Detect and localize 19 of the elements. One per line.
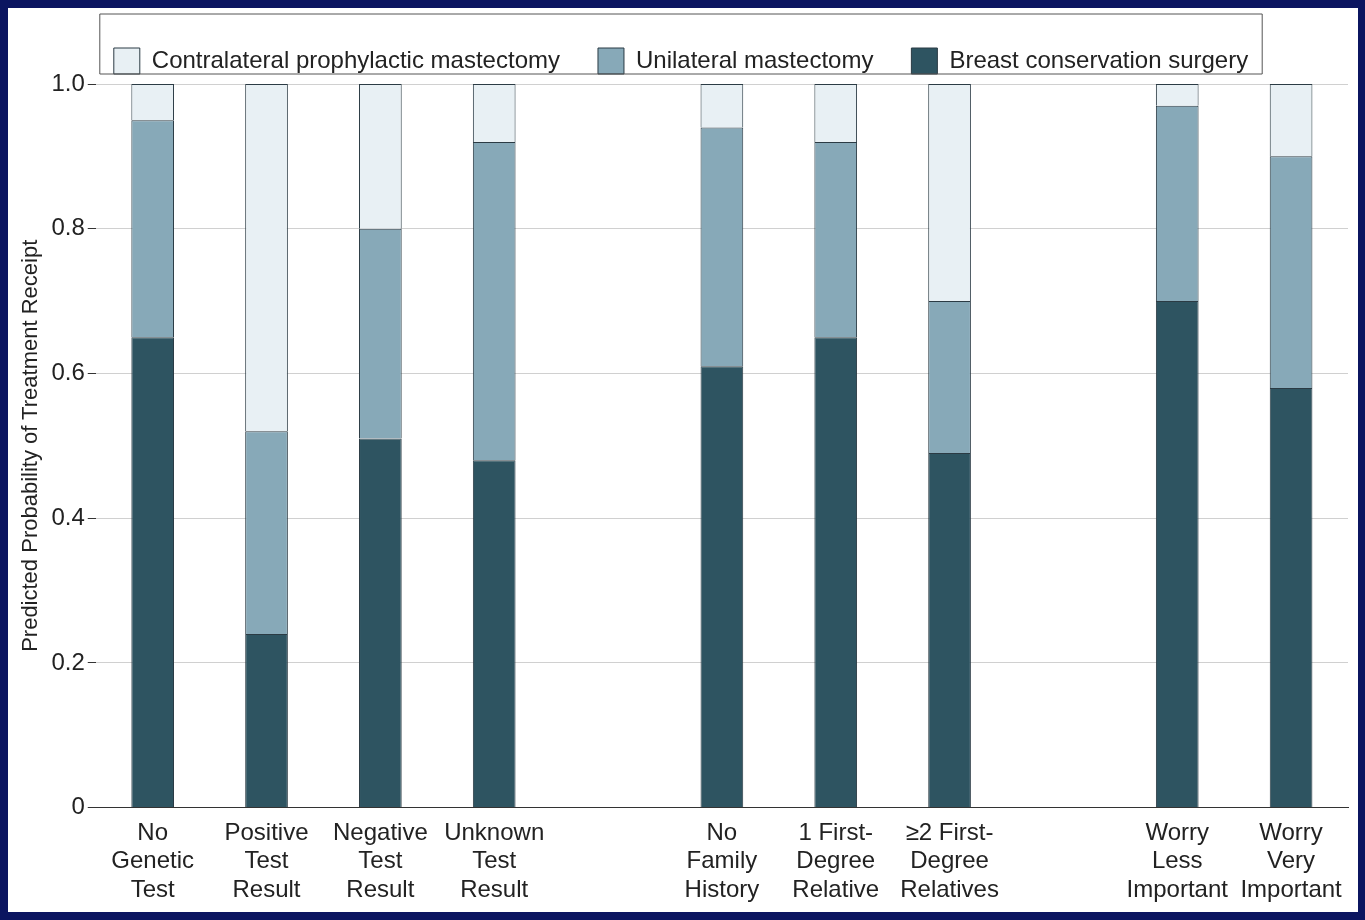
y-tick-label: 0 — [71, 792, 85, 820]
x-tick-label: ≥2 First- Degree Relatives — [900, 817, 999, 903]
x-tick-label: Worry Less Important — [1126, 817, 1229, 903]
y-tick-label: 1.0 — [51, 68, 85, 96]
y-axis-title: Predicted Probability of Treatment Receipt — [17, 239, 43, 652]
x-tick-label: Unknown Test Result — [444, 817, 545, 903]
y-tick-label: 0.6 — [51, 358, 85, 386]
x-tick-label: 1 First- Degree Relative — [792, 817, 880, 903]
x-tick-label: Worry Very Important — [1240, 817, 1343, 903]
x-tick-label: Positive Test Result — [224, 817, 309, 903]
x-tick-label: Negative Test Result — [333, 817, 428, 903]
x-tick-label: No Genetic Test — [111, 817, 195, 903]
legend-label: Contralateral prophylactic mastectomy — [151, 45, 560, 73]
y-tick-label: 0.2 — [51, 647, 85, 675]
y-tick-label: 0.8 — [51, 213, 85, 241]
legend-label: Breast conservation surgery — [949, 45, 1249, 73]
legend-label: Unilateral mastectomy — [635, 45, 874, 73]
x-tick-label: No Family History — [684, 817, 760, 903]
y-tick-label: 0.4 — [51, 502, 85, 530]
